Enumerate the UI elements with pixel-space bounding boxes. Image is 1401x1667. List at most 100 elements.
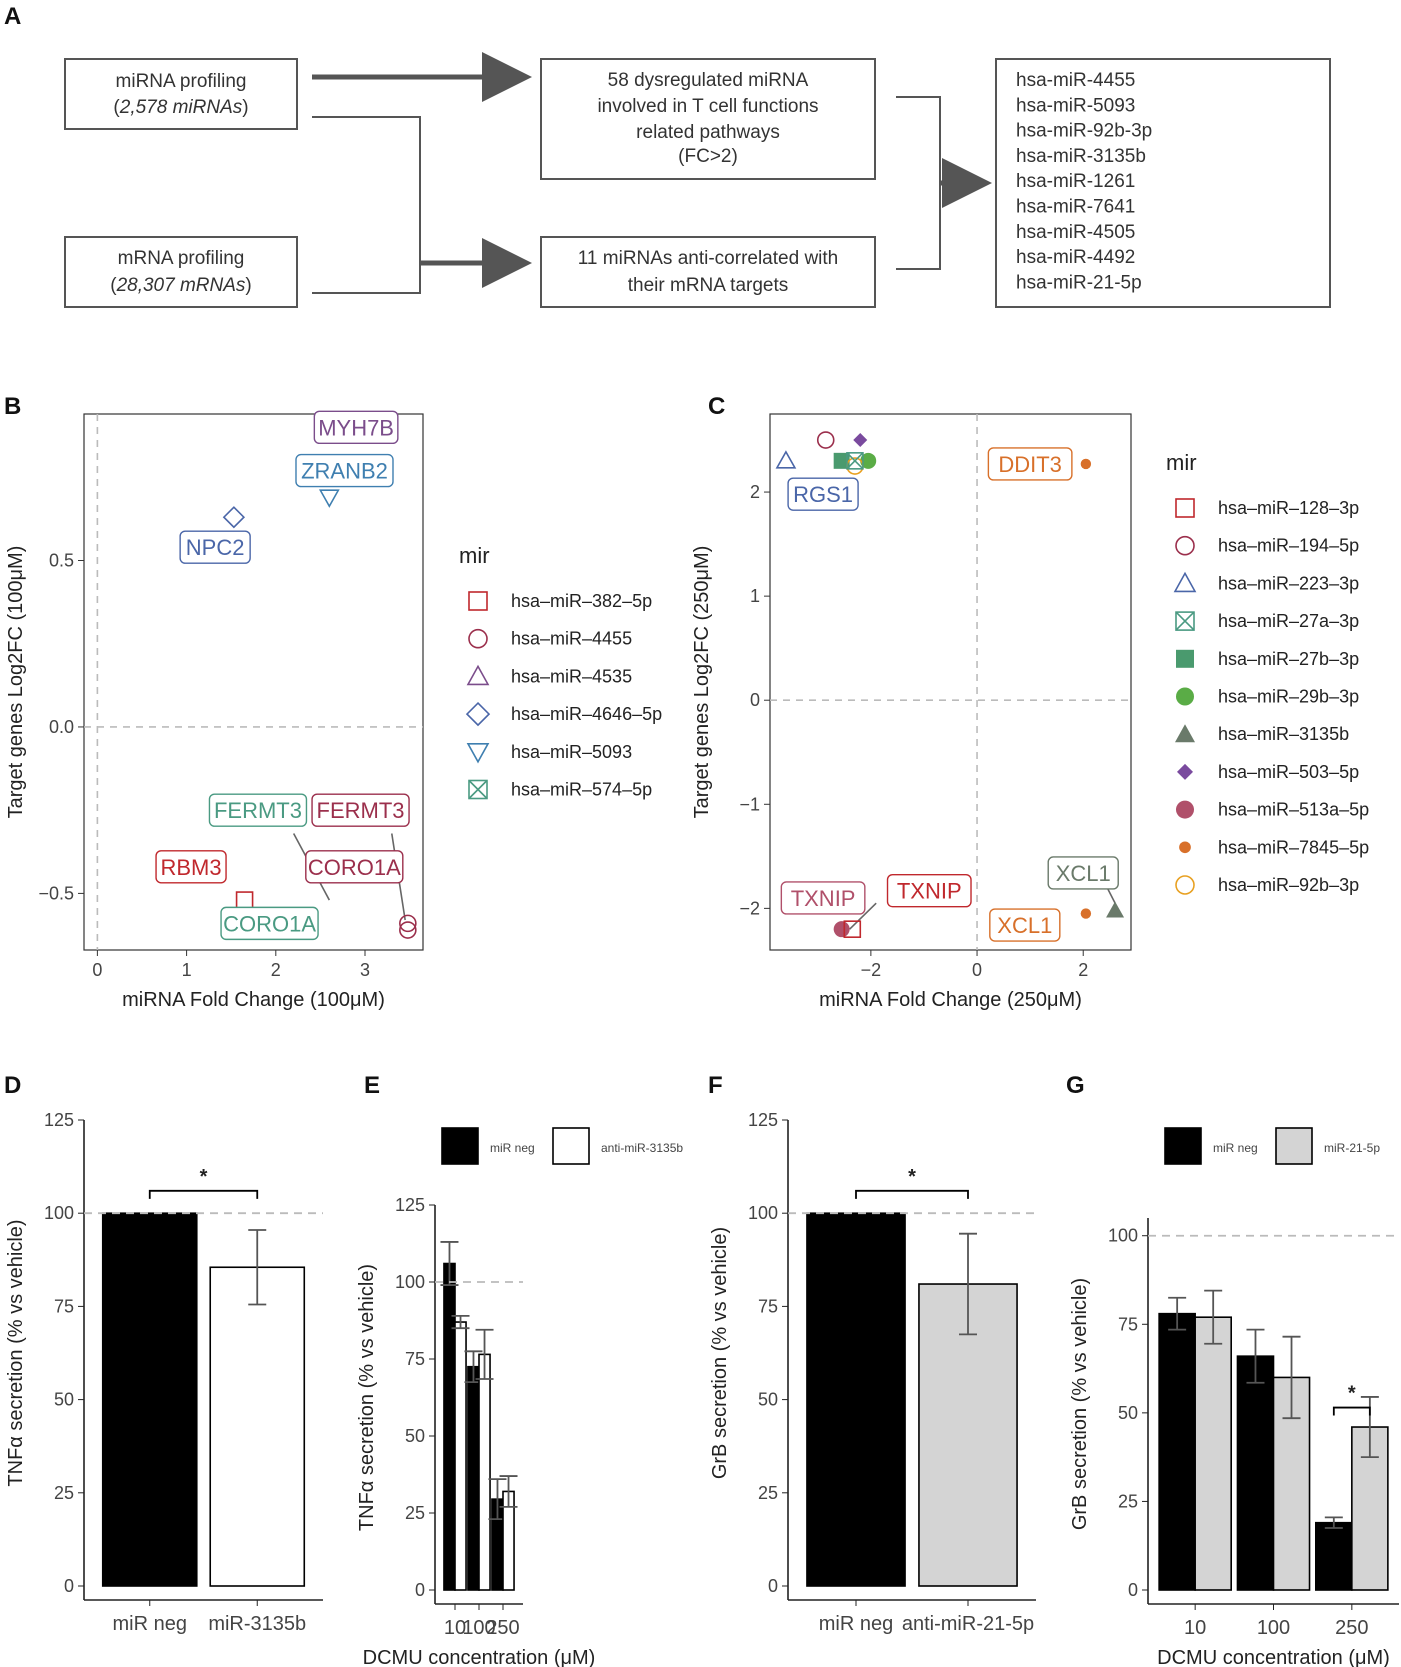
legend-entry: hsa–miR–92b–3p [1218,875,1359,895]
gene-label-box [989,908,1061,942]
gene-label-box [787,477,859,511]
point-filled-circle [833,921,850,938]
legend-title: mir [1166,450,1197,475]
x-axis-title: miRNA Fold Change (250μM) [819,989,1082,1011]
x-axis-title: miRNA Fold Change (100μM) [122,989,385,1011]
y-tick-label: 100 [1108,1226,1138,1246]
point-diamond [222,506,246,529]
y-tick-label: 125 [395,1195,425,1215]
y-tick-label: 0 [64,1576,74,1596]
gene-label: DDIT3 [998,452,1062,477]
point-triangle [466,664,490,686]
plot-frame [83,413,424,951]
point-square-x [1175,611,1195,631]
x-tick-label: 250 [486,1617,519,1639]
x-tick-label: miR-3135b [208,1613,306,1635]
error-bar [499,1475,518,1508]
point-small-circle [1080,908,1092,919]
mirna-profiling-box [64,58,298,130]
y-tick-label: 0 [415,1580,425,1600]
gene-label: RBM3 [160,855,221,880]
chart-panel-e: 0 25 50 75 100 125 TNFα secretion (% vs vehicl… [356,1127,683,1667]
gene-label: NPC2 [186,535,245,560]
point-circle [1175,875,1195,895]
panel-label-a: A [4,3,21,30]
point-down-triangle [466,742,490,764]
result-mirna-item: hsa-miR-1261 [1016,171,1135,192]
mrna-profiling-box [64,236,298,308]
gene-label-box [886,873,972,908]
significance-bracket [855,1189,969,1199]
result-mirna-list: hsa-miR-4455 hsa-miR-5093 hsa-miR-92b-3p hs… [1016,70,1152,293]
gene-label-box [313,410,399,445]
chart-panel-c: −2 0 2 −2 −1 0 1 2 miRNA Fold Change (250μM) Targ… [691,413,1369,1011]
gene-label: TXNIP [897,879,962,904]
x-tick-label: 2 [271,960,281,980]
gene-label-box [179,530,251,564]
y-tick-label: −1 [739,794,760,814]
point-small-circle [1080,458,1092,470]
x-axis-title: DCMU concentration (μM) [363,1647,596,1667]
legend-entry: hsa–miR–5093 [511,742,632,762]
y-tick-label: 75 [405,1349,425,1369]
x-tick-label: 10 [444,1617,466,1639]
x-axis-title: DCMU concentration (μM) [1157,1647,1390,1667]
point-circle [816,431,835,449]
legend-entry: hsa–miR–4646–5p [511,704,662,724]
dysregulated-line-2: involved in T cell functions [597,96,818,117]
result-mirna-box [995,58,1331,308]
panel-label-e: E [364,1072,380,1099]
y-axis-title: GrB secretion (% vs vehicle) [709,1227,731,1479]
significance-star: * [200,1166,208,1188]
y-tick-label: 75 [1118,1314,1138,1334]
panel-a-flowchart: A miRNA profiling (2,578 miRNAs) mRNA pr… [4,3,1331,308]
y-tick-label: 1 [750,586,760,606]
gene-label: MYH7B [318,415,394,440]
point-filled-square [1176,649,1194,668]
result-mirna-item: hsa-miR-4505 [1016,222,1135,243]
label-connector [1106,887,1116,904]
chart-panel-g: 0 25 50 75 100 GrB secretion (% vs vehicle) DC… [1069,1127,1399,1667]
point-filled-circle [1176,800,1194,819]
x-tick-label: 3 [360,960,370,980]
point-filled-diamond [1177,763,1193,780]
y-tick-label: 100 [748,1203,778,1223]
result-mirna-item: hsa-miR-5093 [1016,95,1135,116]
legend-entry: hsa–miR–574–5p [511,780,652,800]
connector-mrna [312,263,421,294]
dysregulated-mirna-box [540,58,876,180]
gene-label-box [208,793,308,827]
y-tick-label: 100 [44,1203,74,1223]
x-tick-label: 100 [462,1617,495,1639]
point-square [843,920,862,938]
y-tick-label: 25 [758,1483,778,1503]
panel-label-c: C [708,393,725,420]
error-bar [1282,1335,1301,1420]
result-mirna-item: hsa-miR-3135b [1016,146,1146,167]
gene-label-box [1047,856,1119,890]
point-square-x [468,779,488,800]
y-axis-title: TNFα secretion (% vs vehicle) [5,1219,27,1486]
significance-star: * [908,1166,916,1188]
legend-entry: hsa–miR–382–5p [511,591,652,611]
gene-label: CORO1A [223,911,316,936]
y-tick-label: 0 [1128,1580,1138,1600]
point-filled-triangle [1106,901,1125,918]
y-tick-label: 100 [395,1272,425,1292]
y-axis-title: Target genes Log2FC (250μM) [691,546,713,819]
significance-bracket [148,1189,259,1199]
point-filled-diamond [853,433,868,448]
gene-label-box [987,447,1073,481]
bar [209,1266,306,1587]
error-bar [1168,1296,1187,1331]
y-tick-label: 25 [405,1503,425,1523]
x-tick-label: 1 [182,960,192,980]
bar [443,1262,456,1591]
legend-entry: hsa–miR–503–5p [1218,762,1359,782]
error-bar [451,1314,470,1330]
legend-entry: miR neg [490,1141,535,1155]
y-tick-label: 0 [750,690,760,710]
bar [467,1365,480,1591]
error-bar [1246,1328,1265,1384]
